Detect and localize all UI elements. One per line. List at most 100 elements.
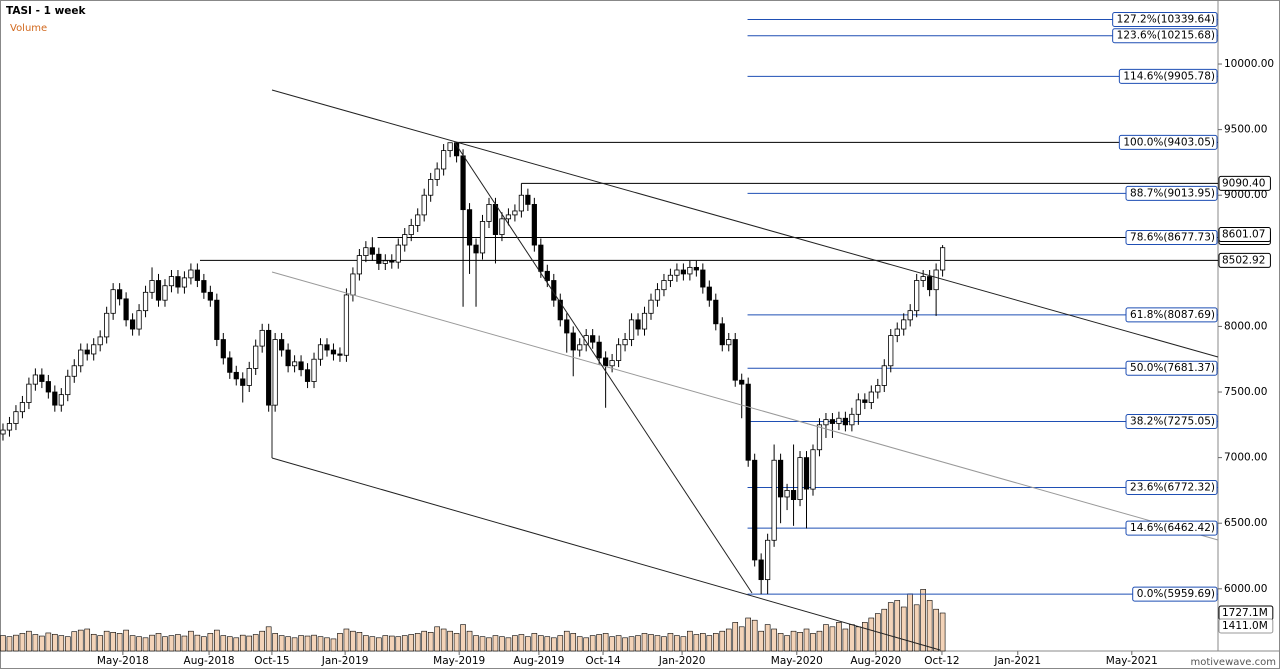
volume-bar [324, 637, 330, 652]
volume-bar [168, 635, 175, 652]
fib-label: 23.6%(6772.32) [1130, 481, 1215, 493]
volume-bar [440, 628, 447, 652]
volume-bar [654, 635, 661, 652]
candle-body [402, 234, 408, 246]
candle-body [700, 269, 706, 288]
candle-body [460, 155, 466, 211]
volume-bar [466, 630, 473, 652]
fib-label: 61.8%(8087.69) [1130, 309, 1215, 321]
fib-label: 78.6%(8677.73) [1130, 232, 1215, 244]
candle-body [512, 210, 518, 216]
candle-body [136, 310, 142, 330]
volume-bar [855, 626, 862, 652]
x-tick-label: May-2019 [433, 655, 485, 667]
volume-bar [738, 626, 745, 652]
volume-bar [52, 633, 58, 652]
chart-title: TASI - 1 week [6, 5, 87, 17]
volume-bar [628, 636, 635, 652]
candle-body [149, 280, 155, 293]
fib-label-box [1118, 134, 1218, 150]
candle-body [654, 289, 661, 301]
volume-bar [803, 628, 810, 652]
volume-bar [777, 633, 784, 652]
volume-bar [900, 606, 907, 652]
volume-bar [39, 635, 45, 652]
candle-body [479, 221, 486, 254]
candle-body [253, 345, 259, 369]
volume-bar [259, 630, 265, 652]
volume-bar [816, 630, 823, 652]
fib-label-box [1112, 28, 1218, 44]
volume-bar [479, 636, 486, 652]
volume-bar [408, 634, 415, 652]
fib-label: 0.0%(5959.69) [1137, 588, 1215, 600]
fib-label: 127.2%(10339.64) [1117, 13, 1215, 25]
level-label-box [1218, 175, 1271, 191]
candle-body [363, 247, 369, 256]
fib-label: 14.6%(6462.42) [1130, 522, 1215, 534]
candle-body [78, 349, 84, 367]
volume-bar [505, 637, 512, 652]
volume-bar [427, 632, 434, 652]
fib-label-box [1112, 11, 1218, 27]
candle-body [881, 365, 887, 386]
level-label: 8502.92 [1222, 254, 1265, 266]
x-tick-label: Jan-2019 [321, 655, 369, 667]
volume-bar [64, 636, 71, 652]
candle-body [622, 339, 628, 346]
volume-bar [239, 634, 246, 652]
volume-bar [6, 636, 13, 652]
volume-bar [110, 632, 116, 652]
candle-body [674, 269, 680, 276]
x-tick-label: Oct-15 [254, 655, 289, 667]
volume-ma: 1411.0M [1222, 620, 1268, 632]
last-price-box [1218, 227, 1271, 243]
volume-bar [881, 608, 888, 652]
volume-bar [764, 624, 771, 652]
volume-bar [453, 633, 460, 652]
candle-body [175, 276, 181, 288]
volume-last: 1727.1M [1222, 607, 1268, 619]
volume-label: Volume [10, 23, 47, 34]
candle-body [628, 319, 635, 340]
candle-body [849, 413, 855, 426]
candle-body [745, 383, 751, 461]
candle-body [473, 244, 479, 254]
candle-body [317, 344, 324, 360]
volume-bar [388, 635, 395, 652]
candle-body [32, 374, 38, 385]
volume-bar [201, 636, 207, 652]
candle-body [590, 335, 596, 343]
volume-bar [363, 635, 369, 652]
candle-body [499, 218, 505, 235]
candle-body [752, 459, 758, 561]
candle-body [693, 266, 699, 271]
candle-body [810, 449, 816, 490]
volume-bar [13, 634, 19, 652]
volume-bar [862, 622, 868, 652]
volume-bar [602, 633, 609, 652]
candle-body [667, 274, 674, 281]
volume-bar [700, 633, 706, 652]
candle-body [408, 224, 414, 235]
candle-body [441, 150, 447, 170]
volume-bar [887, 602, 894, 652]
candle-body [376, 253, 382, 264]
volume-bar [26, 630, 32, 652]
volume-bar [823, 624, 829, 652]
fib-label: 123.6%(10215.68) [1117, 30, 1215, 42]
fib-label-box [1132, 586, 1218, 602]
candle-body [298, 361, 304, 371]
volume-bar [790, 630, 797, 652]
candle-body [609, 360, 615, 367]
y-tick-label: 9500.00 [1224, 124, 1267, 136]
volume-bar [343, 628, 350, 652]
volume-bar [758, 630, 764, 652]
candle-body [58, 394, 64, 406]
x-tick-label: May-2018 [97, 655, 149, 667]
volume-bar [680, 636, 687, 652]
x-tick-label: Jan-2021 [993, 655, 1041, 667]
volume-bar [226, 636, 233, 652]
volume-bar [583, 637, 589, 652]
fib-label-box [1125, 185, 1218, 201]
